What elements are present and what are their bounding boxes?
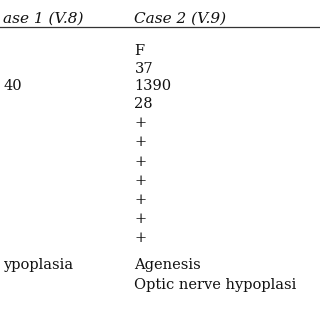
Text: 28: 28 [134,97,153,111]
Text: ase 1 (V.8): ase 1 (V.8) [3,11,84,25]
Text: 1390: 1390 [134,79,172,93]
Text: +: + [134,193,147,207]
Text: ypoplasia: ypoplasia [3,258,73,272]
Text: +: + [134,135,147,149]
Text: +: + [134,231,147,245]
Text: +: + [134,116,147,130]
Text: 40: 40 [3,79,22,93]
Text: 37: 37 [134,62,153,76]
Text: F: F [134,44,145,58]
Text: Case 2 (V.9): Case 2 (V.9) [134,11,227,25]
Text: +: + [134,174,147,188]
Text: Optic nerve hypoplasi: Optic nerve hypoplasi [134,278,297,292]
Text: +: + [134,212,147,226]
Text: Agenesis: Agenesis [134,258,201,272]
Text: +: + [134,155,147,169]
